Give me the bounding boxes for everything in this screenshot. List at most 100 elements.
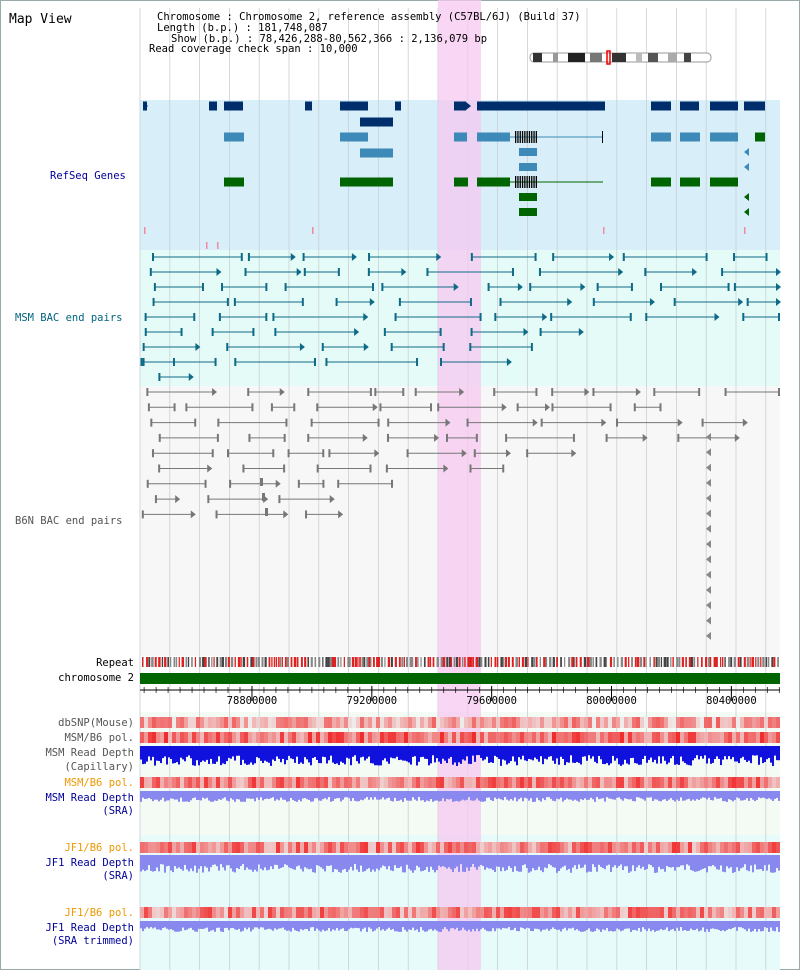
arrow-right-icon (567, 298, 573, 306)
capillary-depth-bar (324, 746, 326, 758)
capillary-depth-bar (516, 746, 518, 766)
bac-end (335, 298, 338, 306)
jf1-b6-pol-cell (620, 907, 624, 918)
jf1-trimmed-depth-bar (290, 921, 292, 932)
axis-tick-label: 78800000 (227, 695, 278, 707)
capillary-depth-bar (508, 746, 510, 764)
exon-tick (519, 176, 521, 188)
capillary-depth-bar (386, 746, 388, 762)
dbsnp-cell (736, 717, 740, 728)
arrow-right-icon (618, 268, 624, 276)
capillary-depth-bar (466, 746, 468, 757)
repeat-element (234, 657, 236, 667)
jf1-trimmed-depth-bar (306, 921, 308, 929)
capillary-depth-bar (684, 746, 686, 763)
dbsnp-cell (388, 717, 392, 728)
jf1-sra-depth-bar (250, 855, 252, 870)
jf1-trimmed-depth-bar (188, 921, 190, 929)
msm-b6-pol-cell (508, 732, 512, 743)
msm-bac-track[interactable] (140, 253, 781, 381)
repeat-element (751, 657, 754, 667)
exon-tick (524, 131, 526, 143)
dbsnp-cell (676, 717, 680, 728)
capillary-depth-bar (380, 746, 382, 766)
repeat-track[interactable] (142, 657, 779, 667)
msm-sra-depth-bar (272, 791, 274, 798)
capillary-depth-bar (266, 746, 268, 762)
msm-sra-depth-bar (614, 791, 616, 800)
jf1-b6-pol-cell (320, 842, 324, 853)
bac-end (297, 479, 300, 488)
refseq-gene-track[interactable] (143, 101, 765, 250)
msm-sra-depth-bar (284, 791, 286, 800)
jf1-trimmed-depth-bar (478, 921, 480, 932)
jf1-sra-depth-bar (424, 855, 426, 870)
capillary-depth-bar (708, 746, 710, 759)
jf1-trimmed-depth-bar (664, 921, 666, 930)
arrow-right-icon (216, 268, 222, 276)
msm-sra-depth-bar (402, 791, 404, 802)
bac-end (322, 479, 325, 488)
jf1-trimmed-depth-bar (270, 921, 272, 930)
chromosome-ideogram-icon[interactable] (529, 50, 712, 65)
jf1-trimmed-depth-bar (374, 921, 376, 931)
capillary-depth-bar (312, 746, 314, 759)
capillary-depth-bar (714, 746, 716, 760)
msm-sra-depth-bar (522, 791, 524, 802)
msm-sra-depth-bar (546, 791, 548, 798)
capillary-depth-bar (226, 746, 228, 762)
jf1-trimmed-depth-bar (616, 921, 618, 929)
dbsnp-cell (192, 717, 196, 728)
jf1-sra-depth-bar (526, 855, 528, 869)
capillary-depth-bar (438, 746, 440, 762)
arrow-right-icon (351, 253, 357, 261)
msm-b6-pol-cell (708, 732, 712, 743)
axis-tick-label: 79600000 (466, 695, 517, 707)
bac-end (322, 449, 325, 458)
heatmap-tracks[interactable] (140, 717, 780, 918)
jf1-sra-depth-bar (736, 855, 738, 868)
jf1-trimmed-depth-bar (576, 921, 578, 930)
bac-end (158, 433, 161, 442)
msm-sra-depth-bar (410, 791, 412, 801)
repeat-element (653, 657, 655, 667)
selected-region-highlight[interactable] (438, 0, 481, 970)
b6n-bac-track[interactable] (141, 388, 780, 640)
chromosome-bar[interactable] (140, 673, 780, 684)
jf1-trimmed-depth-bar (412, 921, 414, 928)
repeat-element (533, 657, 536, 667)
msm-sra-depth-bar (592, 791, 594, 800)
msm-b6-pol-cell (456, 732, 460, 743)
arrow-left-icon (706, 586, 711, 594)
capillary-depth-bar (292, 746, 294, 760)
msm-sra-depth-bar (714, 791, 716, 798)
msm-sra-depth-bar (500, 791, 502, 800)
jf1-sra-depth-bar (658, 855, 660, 867)
capillary-depth-bar (432, 746, 434, 756)
jf1-trimmed-depth-bar (250, 921, 252, 932)
jf1-sra-depth-bar (562, 855, 564, 867)
msm-b6-pol-cell (576, 777, 580, 788)
capillary-depth-bar (316, 746, 318, 760)
capillary-depth-bar (526, 746, 528, 762)
gene-feature (680, 101, 699, 111)
msm-sra-depth-bar (238, 791, 240, 800)
jf1-trimmed-depth-bar (530, 921, 532, 931)
msm-sra-depth-bar (204, 791, 206, 799)
read-depth-tracks[interactable] (140, 746, 780, 932)
msm-sra-depth-bar (560, 791, 562, 798)
dbsnp-cell (684, 717, 688, 728)
repeat-element (167, 657, 170, 667)
jf1-sra-depth-bar (462, 855, 464, 872)
bac-end (475, 433, 478, 442)
repeat-element (579, 657, 582, 667)
jf1-b6-pol-cell (420, 907, 424, 918)
msm-b6-pol-cell (732, 777, 736, 788)
dbsnp-cell (324, 717, 328, 728)
jf1-trimmed-depth-bar (498, 921, 500, 929)
repeat-element (472, 657, 474, 667)
jf1-trimmed-depth-bar (702, 921, 704, 928)
jf1-b6-pol-cell (552, 907, 556, 918)
jf1-b6-pol-cell (696, 842, 700, 853)
jf1-trimmed-depth-bar (726, 921, 728, 931)
